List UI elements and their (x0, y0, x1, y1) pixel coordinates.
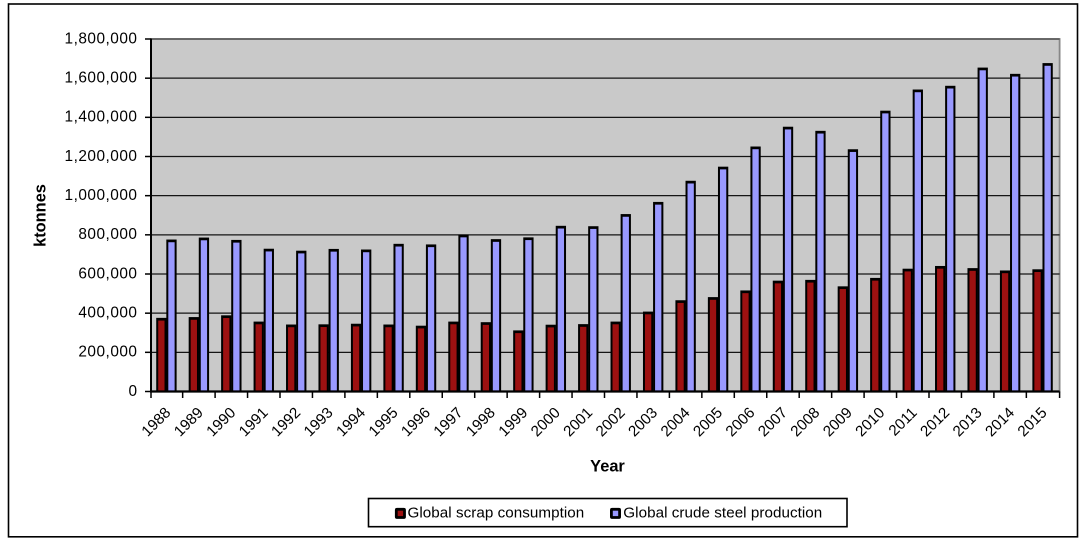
svg-text:400,000: 400,000 (78, 304, 137, 321)
svg-text:ktonnes: ktonnes (32, 184, 50, 247)
svg-text:800,000: 800,000 (78, 226, 137, 243)
svg-text:1,000,000: 1,000,000 (65, 187, 138, 204)
svg-text:1,200,000: 1,200,000 (65, 148, 138, 165)
svg-text:200,000: 200,000 (78, 344, 137, 361)
svg-text:1,400,000: 1,400,000 (65, 109, 138, 126)
svg-text:1,600,000: 1,600,000 (65, 69, 138, 86)
svg-text:600,000: 600,000 (78, 265, 137, 282)
svg-text:Year: Year (590, 458, 625, 476)
svg-text:0: 0 (128, 383, 137, 400)
svg-text:1,800,000: 1,800,000 (65, 30, 138, 47)
svg-text:Global scrap consumption: Global scrap consumption (408, 505, 585, 522)
svg-text:Global crude steel production: Global crude steel production (623, 505, 822, 522)
